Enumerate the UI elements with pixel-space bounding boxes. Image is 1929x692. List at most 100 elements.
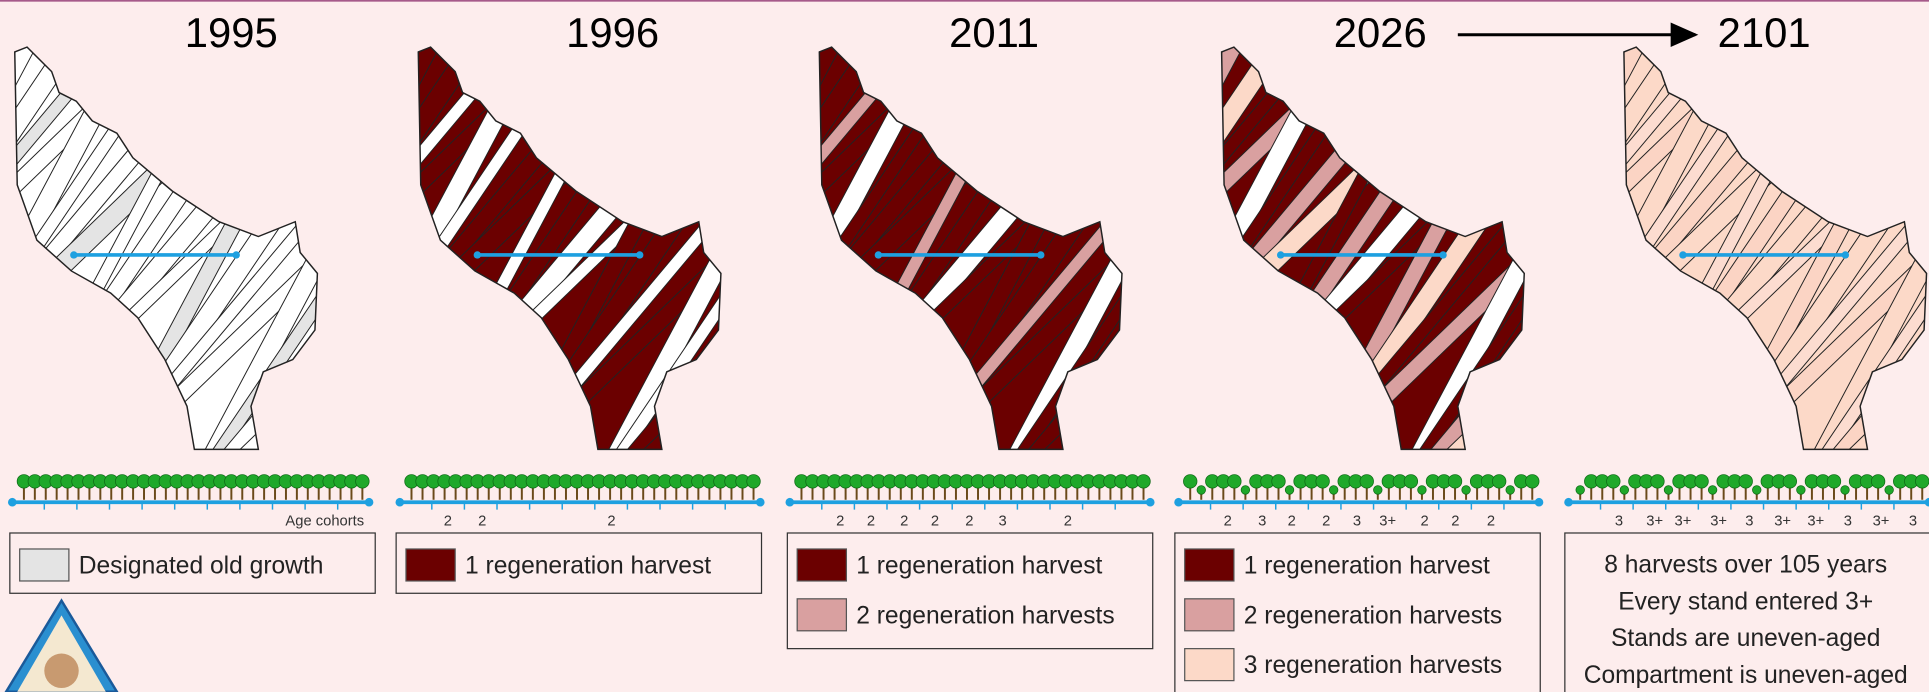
tree-trunk [421, 488, 424, 500]
tree-trunk [339, 488, 342, 500]
tree-trunk [1744, 488, 1747, 500]
tree-trunk [1755, 494, 1758, 500]
transect-end [1037, 251, 1045, 259]
tree-trunk [306, 488, 309, 500]
note-line: Compartment is uneven-aged [1584, 662, 1908, 689]
tree-trunk [1498, 488, 1501, 500]
tree-crown [1525, 474, 1540, 489]
tree-trunk [1233, 488, 1236, 500]
legend-label: 2 regeneration harvests [1244, 602, 1502, 629]
tree-crown [1183, 474, 1198, 489]
tree-trunk [143, 488, 145, 500]
tree-crown [1373, 485, 1383, 495]
tree-trunk [88, 488, 91, 500]
cohort-label: 3+ [1873, 514, 1890, 530]
tree-trunk [274, 488, 277, 500]
map-outline [417, 46, 722, 451]
tree-crown [1840, 485, 1850, 495]
stand [819, 47, 1044, 385]
tree-crown [1284, 485, 1295, 495]
tree-trunk [164, 488, 167, 500]
tree-trunk [988, 488, 991, 500]
tree-trunk [1579, 494, 1582, 500]
transect-end [1679, 251, 1687, 259]
tree-trunk [454, 488, 457, 500]
transect-end [232, 251, 240, 259]
tree-trunk [1021, 488, 1024, 500]
cohort-label: 3 [1353, 514, 1361, 530]
tree-crown [355, 474, 370, 489]
tree-trunk [855, 488, 858, 500]
axis-end [755, 497, 765, 507]
legend-swatch [796, 598, 848, 632]
tree-trunk [910, 488, 913, 500]
transect-end [636, 251, 644, 259]
tree-trunk [811, 488, 814, 500]
legend-label: Designated old growth [79, 553, 324, 580]
legend-label: 3 regeneration harvests [1244, 652, 1502, 679]
cohort-label: 2 [931, 514, 939, 530]
tree-trunk [576, 488, 578, 500]
tree-trunk [465, 488, 468, 500]
tree-trunk [542, 488, 545, 500]
tree-trunk [1288, 494, 1291, 500]
tree-crown [1870, 474, 1886, 489]
note-line: Stands are uneven-aged [1611, 625, 1880, 652]
tree-trunk [1678, 488, 1681, 500]
axis-end [1174, 497, 1183, 507]
tree-trunk [866, 488, 869, 500]
tree-trunk [531, 488, 534, 500]
tree-crown [1136, 474, 1151, 489]
tree-trunk [1788, 488, 1791, 500]
tree-trunk [1733, 488, 1736, 500]
cohort-label: 3 [1844, 514, 1852, 530]
tree-trunk [487, 488, 490, 500]
tree-trunk [77, 488, 80, 500]
tree-trunk [1487, 488, 1490, 500]
tree-crown [1227, 474, 1242, 489]
tree-trunk [361, 488, 364, 500]
tree-trunk [1076, 488, 1079, 500]
tree-trunk [197, 488, 200, 500]
map-outline [14, 46, 319, 451]
tree-trunk [686, 488, 689, 500]
tree-trunk [1032, 488, 1035, 500]
axis-end [7, 497, 17, 507]
tree-trunk [1921, 488, 1924, 500]
cohort-label: 2 [867, 514, 875, 530]
tree-trunk [1667, 494, 1670, 500]
tree-trunk [598, 488, 601, 500]
cohort-label: 2 [1322, 514, 1330, 530]
tree-crown [1403, 474, 1419, 489]
tree-trunk [1244, 494, 1247, 500]
tree-trunk [33, 488, 36, 500]
transect-end [1841, 251, 1850, 259]
tree-trunk [328, 488, 331, 500]
note-line: Every stand entered 3+ [1618, 588, 1873, 615]
tree-trunk [1266, 488, 1269, 500]
tree-crown [1196, 485, 1206, 495]
cohort-label: 2 [836, 514, 844, 530]
tree-trunk [730, 488, 733, 500]
tree-trunk [1476, 488, 1479, 500]
cohort-label: 3+ [1710, 514, 1727, 530]
transect-end [1276, 251, 1285, 259]
legend-swatch [796, 548, 848, 582]
legend-box [1174, 532, 1541, 692]
tree-crown [1619, 485, 1630, 495]
tree-trunk [642, 488, 645, 500]
tree-trunk [1343, 488, 1346, 500]
tree-trunk [1855, 488, 1858, 500]
tree-trunk [1376, 494, 1379, 500]
stand [1338, 47, 1525, 450]
legend-box [1564, 532, 1929, 692]
tree-trunk [999, 488, 1002, 500]
tree-trunk [1299, 488, 1302, 500]
tree-trunk [55, 488, 58, 500]
tree-trunk [888, 488, 891, 500]
tree-trunk [620, 488, 623, 500]
tree-trunk [410, 488, 413, 500]
tree-trunk [317, 488, 320, 500]
tree-crown [746, 474, 761, 489]
legend-label: 1 regeneration harvest [1244, 553, 1490, 580]
